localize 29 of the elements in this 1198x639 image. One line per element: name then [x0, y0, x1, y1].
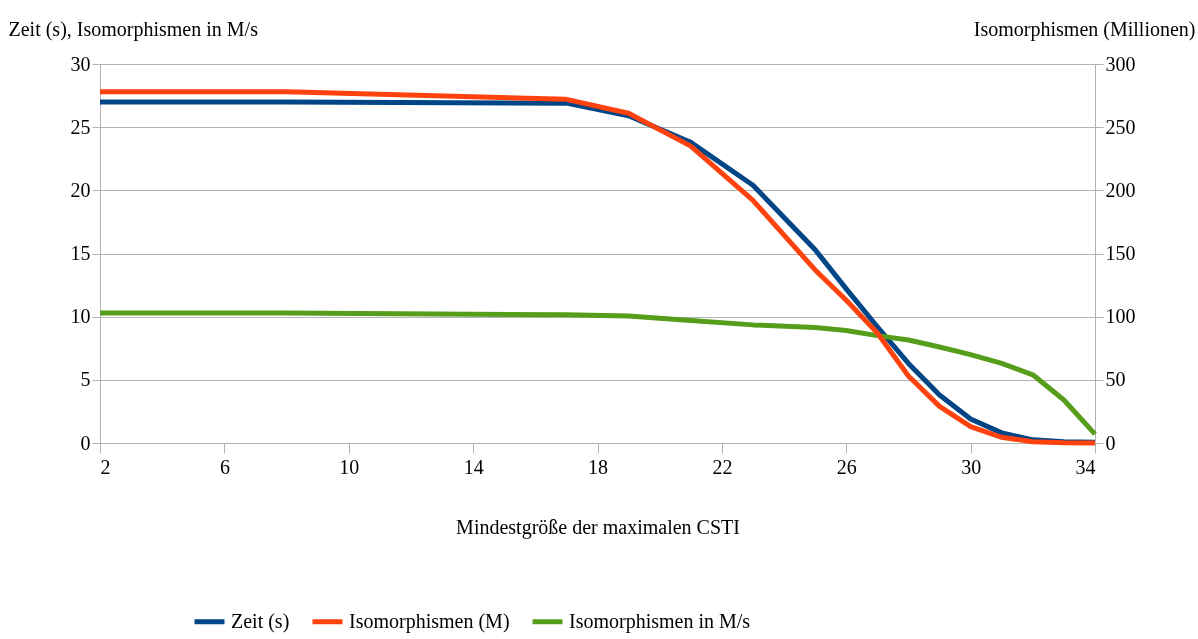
- legend-label: Isomorphismen in M/s: [569, 609, 751, 633]
- y-tick-label: 30: [70, 52, 91, 75]
- legend-label: Zeit (s): [231, 609, 290, 633]
- y2-tick-label: 150: [1105, 242, 1136, 264]
- y-tick-label: 20: [70, 178, 91, 201]
- legend-label: Isomorphismen (M): [349, 609, 510, 633]
- x-tick-label: 18: [588, 455, 608, 478]
- x-axis-title: Mindestgröße der maximalen CSTI: [456, 515, 740, 539]
- x-tick-label: 30: [961, 455, 982, 478]
- x-tick-label: 10: [339, 455, 360, 478]
- x-tick-label: 22: [712, 455, 733, 478]
- x-tick-label: 34: [1075, 455, 1096, 478]
- y2-axis-title: Isomorphismen (Millionen): [973, 17, 1196, 41]
- y2-tick-label: 300: [1105, 52, 1136, 75]
- y2-tick-label: 200: [1105, 178, 1136, 201]
- x-tick-label: 26: [836, 455, 857, 478]
- y2-tick-label: 50: [1105, 368, 1126, 391]
- x-tick-label: 2: [100, 455, 111, 478]
- y-tick-label: 5: [80, 368, 91, 391]
- x-tick-label: 6: [219, 455, 230, 478]
- y2-tick-label: 0: [1105, 431, 1116, 454]
- x-tick-label: 14: [463, 455, 484, 478]
- y-axis-title: Zeit (s), Isomorphismen in M/s: [8, 17, 259, 41]
- y2-tick-label: 250: [1105, 115, 1136, 138]
- y-tick-label: 10: [70, 305, 91, 328]
- y-tick-label: 25: [70, 115, 91, 138]
- y2-tick-label: 100: [1105, 305, 1136, 328]
- y-tick-label: 0: [80, 431, 91, 454]
- y-tick-label: 15: [70, 242, 91, 264]
